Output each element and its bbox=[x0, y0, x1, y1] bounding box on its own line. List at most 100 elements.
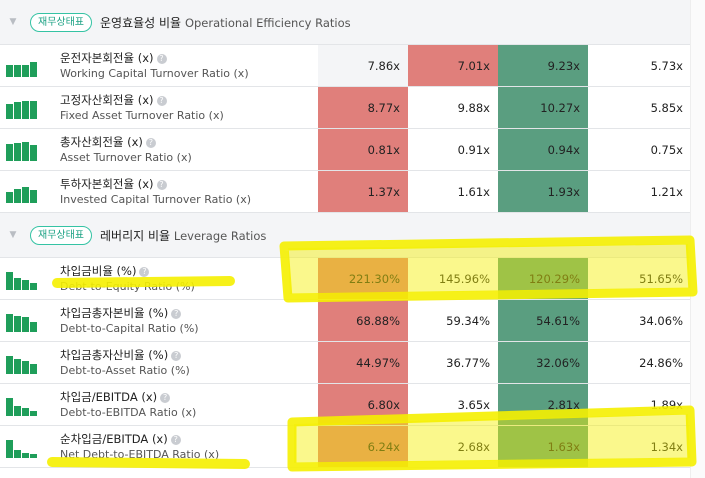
mini-bar bbox=[30, 364, 37, 374]
help-icon[interactable]: ? bbox=[171, 350, 182, 361]
value-cell: 145.96% bbox=[438, 271, 490, 286]
help-icon[interactable]: ? bbox=[156, 179, 167, 190]
metric-name-en: Asset Turnover Ratio (x) bbox=[60, 150, 192, 164]
table-row[interactable]: 차입금/EBITDA (x)? Debt-to-EBITDA Ratio (x) 6… bbox=[0, 384, 691, 426]
section-header-operational[interactable]: ▼ 재무상태표 운영효율성 비율 Operational Efficiency … bbox=[0, 0, 691, 45]
metric-label: 차입금총자산비율 (%)? Debt-to-Asset Ratio (%) bbox=[50, 342, 318, 383]
section-header-leverage[interactable]: ▼ 재무상태표 레버리지 비율 Leverage Ratios bbox=[0, 213, 691, 258]
mini-bar bbox=[22, 280, 29, 290]
help-icon[interactable]: ? bbox=[145, 137, 156, 148]
metric-name-ko: 투하자본회전율 (x)? bbox=[60, 177, 318, 192]
metric-label: 운전자본회전율 (x)? Working Capital Turnover Rat… bbox=[50, 45, 318, 86]
mini-bar-chart bbox=[6, 57, 37, 77]
table-row[interactable]: 순차입금/EBITDA (x)? Net Debt-to-EBITDA Ratio… bbox=[0, 426, 691, 468]
value-cell: 9.23x bbox=[498, 45, 588, 86]
value-cell: 32.06% bbox=[498, 342, 588, 383]
metric-label: 차입금/EBITDA (x)? Debt-to-EBITDA Ratio (x) bbox=[50, 384, 318, 425]
mini-bar bbox=[14, 189, 21, 203]
trend-bars-icon[interactable] bbox=[0, 300, 50, 341]
table-row[interactable]: 총자산회전율 (x)? Asset Turnover Ratio (x) 0.81x… bbox=[0, 129, 691, 171]
mini-bar bbox=[6, 440, 13, 458]
help-icon[interactable]: ? bbox=[160, 392, 171, 403]
mini-bar bbox=[14, 359, 21, 374]
metric-name-ko: 고정자산회전율 (x)? bbox=[60, 93, 318, 108]
table-row[interactable]: 고정자산회전율 (x)? Fixed Asset Turnover Ratio (… bbox=[0, 87, 691, 129]
mini-bar bbox=[6, 192, 13, 203]
metric-label: 고정자산회전율 (x)? Fixed Asset Turnover Ratio (… bbox=[50, 87, 318, 128]
value-cell: 6.24x bbox=[318, 426, 408, 467]
mini-bar bbox=[14, 450, 21, 458]
table-row[interactable]: 차입금총자본비율 (%)? Debt-to-Capital Ratio (%) 68… bbox=[0, 300, 691, 342]
help-icon[interactable]: ? bbox=[171, 308, 182, 319]
mini-bar bbox=[30, 283, 37, 290]
value-cell: 8.77x bbox=[318, 87, 408, 128]
metric-name-ko: 차입금/EBITDA (x)? bbox=[60, 390, 318, 405]
value-cell: 59.34% bbox=[446, 313, 490, 328]
value-cell: 5.85x bbox=[650, 100, 683, 115]
mini-bar bbox=[22, 65, 29, 77]
value-cell: 0.91x bbox=[457, 142, 490, 157]
metric-name-ko-text: 고정자산회전율 (x) bbox=[60, 92, 154, 107]
caret-down-icon[interactable]: ▼ bbox=[9, 17, 17, 27]
metric-name-en: Debt-to-Asset Ratio (%) bbox=[60, 363, 190, 377]
help-icon[interactable]: ? bbox=[139, 266, 150, 277]
mini-bar-chart bbox=[6, 141, 37, 161]
value-cell: 6.80x bbox=[318, 384, 408, 425]
caret-down-icon[interactable]: ▼ bbox=[9, 230, 17, 240]
mini-bar bbox=[30, 101, 37, 119]
help-icon[interactable]: ? bbox=[156, 95, 167, 106]
mini-bar bbox=[22, 187, 29, 203]
trend-bars-icon[interactable] bbox=[0, 384, 50, 425]
help-icon[interactable]: ? bbox=[170, 434, 181, 445]
mini-bar bbox=[30, 145, 37, 161]
mini-bar-chart bbox=[6, 396, 37, 416]
value-cell: 51.65% bbox=[639, 271, 683, 286]
value-cell: 24.86% bbox=[639, 355, 683, 370]
value-cell: 0.94x bbox=[498, 129, 588, 170]
mini-bar bbox=[30, 454, 37, 458]
mini-bar-chart bbox=[6, 270, 37, 290]
section-badge: 재무상태표 bbox=[30, 12, 92, 32]
trend-bars-icon[interactable] bbox=[0, 342, 50, 383]
value-cell: 7.86x bbox=[318, 45, 408, 86]
mini-bar bbox=[6, 144, 13, 161]
mini-bar-chart bbox=[6, 354, 37, 374]
metric-name-en: Debt-to-Equity Ratio (%) bbox=[60, 279, 195, 293]
value-cell: 36.77% bbox=[446, 355, 490, 370]
table-row[interactable]: 투하자본회전율 (x)? Invested Capital Turnover Ra… bbox=[0, 171, 691, 213]
value-cell: 1.21x bbox=[650, 184, 683, 199]
value-cell: 1.37x bbox=[318, 171, 408, 212]
metric-name-ko-text: 차입금총자산비율 (%) bbox=[60, 347, 169, 362]
mini-bar bbox=[14, 65, 21, 77]
metric-name-ko: 운전자본회전율 (x)? bbox=[60, 51, 318, 66]
value-cell: 1.63x bbox=[498, 426, 588, 467]
trend-bars-icon[interactable] bbox=[0, 258, 50, 299]
table-row[interactable]: 운전자본회전율 (x)? Working Capital Turnover Rat… bbox=[0, 45, 691, 87]
metric-name-ko-text: 차입금/EBITDA (x) bbox=[60, 389, 158, 404]
metric-name-ko-text: 차입금비율 (%) bbox=[60, 263, 137, 278]
table-row[interactable]: 차입금비율 (%)? Debt-to-Equity Ratio (%) 221.30… bbox=[0, 258, 691, 300]
mini-bar bbox=[6, 65, 13, 77]
mini-bar bbox=[14, 278, 21, 290]
trend-bars-icon[interactable] bbox=[0, 45, 50, 86]
value-cell: 10.27x bbox=[498, 87, 588, 128]
metric-label: 투하자본회전율 (x)? Invested Capital Turnover Ra… bbox=[50, 171, 318, 212]
help-icon[interactable]: ? bbox=[156, 53, 167, 64]
trend-bars-icon[interactable] bbox=[0, 87, 50, 128]
value-cell: 7.01x bbox=[408, 45, 498, 86]
value-cell: 1.34x bbox=[650, 439, 683, 454]
mini-bar bbox=[14, 316, 21, 332]
scrollbar[interactable] bbox=[690, 0, 705, 478]
value-cell: 9.88x bbox=[457, 100, 490, 115]
section-badge: 재무상태표 bbox=[30, 225, 92, 245]
metric-name-ko: 차입금총자산비율 (%)? bbox=[60, 348, 318, 363]
trend-bars-icon[interactable] bbox=[0, 171, 50, 212]
value-cell: 68.88% bbox=[318, 300, 408, 341]
trend-bars-icon[interactable] bbox=[0, 426, 50, 467]
value-cell: 5.73x bbox=[650, 58, 683, 73]
mini-bar bbox=[22, 408, 29, 416]
mini-bar bbox=[22, 361, 29, 374]
mini-bar bbox=[30, 190, 37, 203]
table-row[interactable]: 차입금총자산비율 (%)? Debt-to-Asset Ratio (%) 44.9… bbox=[0, 342, 691, 384]
trend-bars-icon[interactable] bbox=[0, 129, 50, 170]
